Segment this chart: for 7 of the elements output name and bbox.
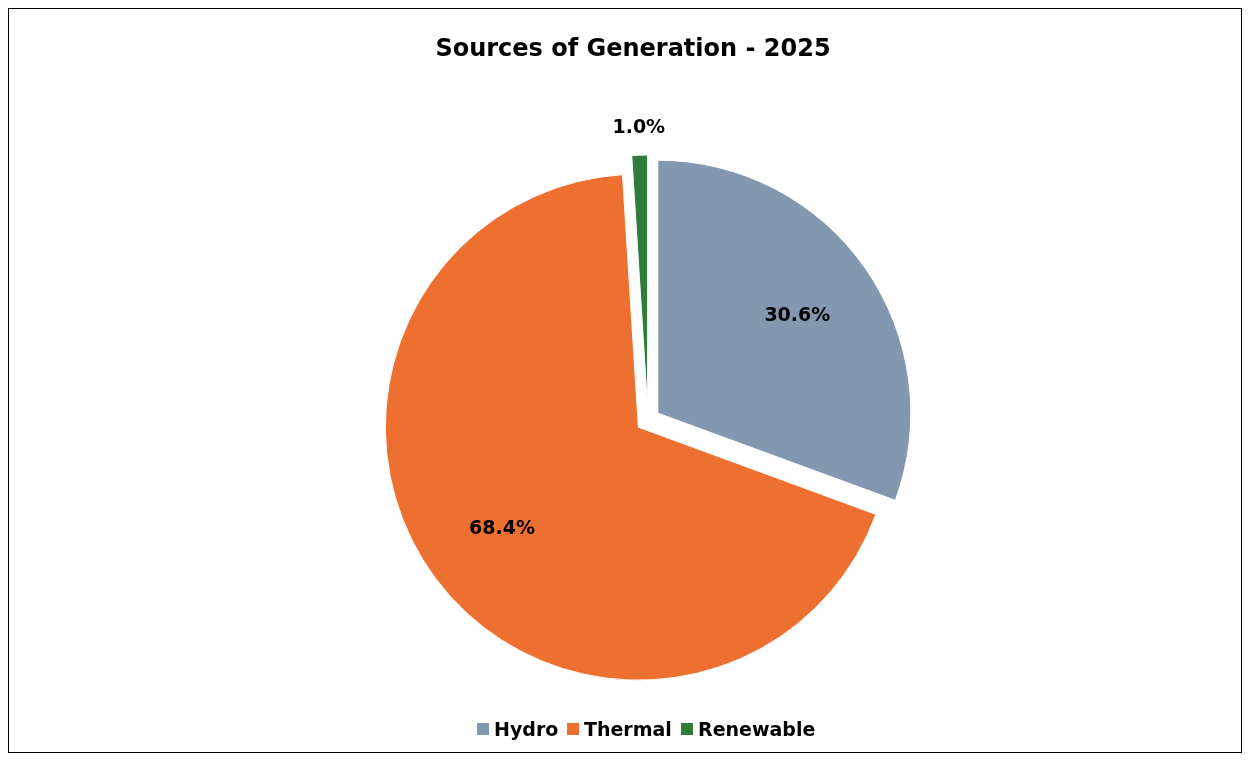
data-label: 30.6% (764, 303, 831, 326)
legend-label: Hydro (494, 717, 559, 740)
data-label: 68.4% (469, 516, 535, 539)
data-label: 1.0% (612, 114, 666, 137)
legend-label: Thermal (584, 717, 672, 740)
legend-label: Renewable (698, 717, 816, 740)
chart-title: Sources of Generation - 2025 (435, 34, 831, 62)
